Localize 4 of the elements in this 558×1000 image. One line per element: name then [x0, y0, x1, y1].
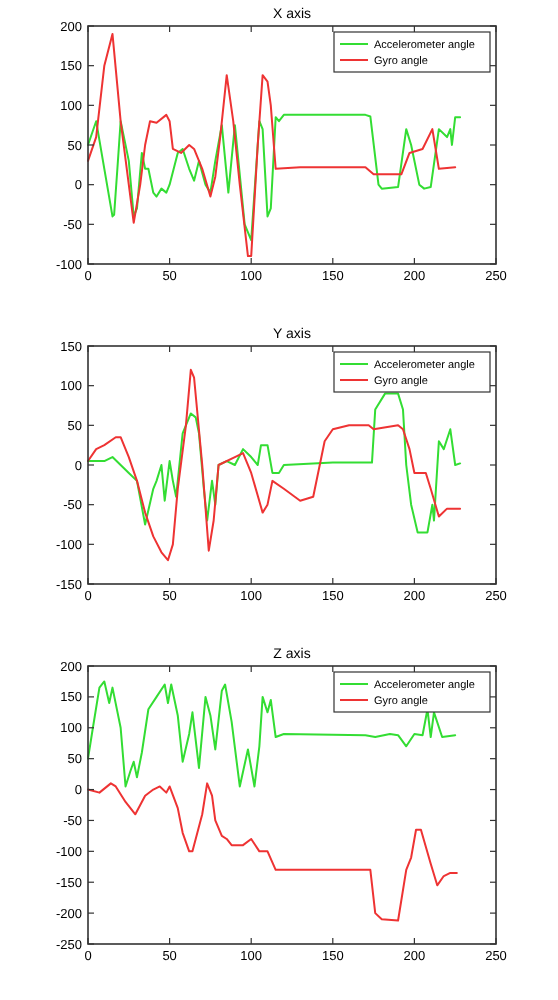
line-series [87, 368, 462, 562]
line-series [87, 392, 462, 534]
line-series [87, 113, 462, 242]
line-series [87, 782, 458, 922]
